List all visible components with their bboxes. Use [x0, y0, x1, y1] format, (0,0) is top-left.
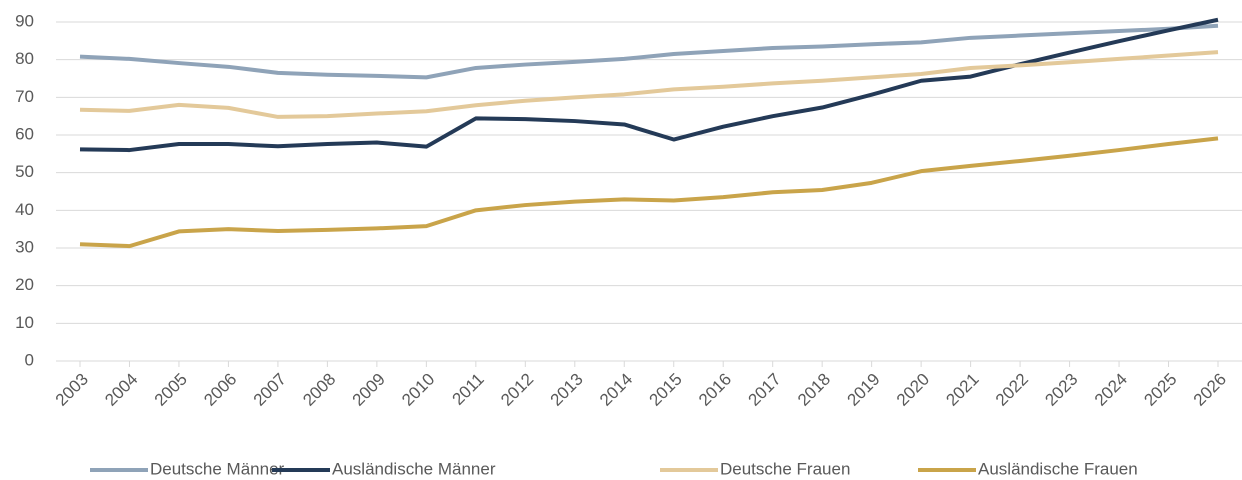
x-tick-label: 2026	[1190, 370, 1230, 410]
x-tick-label: 2021	[942, 370, 982, 410]
legend-label: Ausländische Männer	[332, 459, 496, 478]
x-tick-label: 2013	[547, 370, 587, 410]
y-tick-label: 90	[15, 11, 34, 30]
legend-label: Ausländische Frauen	[978, 459, 1138, 478]
y-tick-label: 20	[15, 275, 34, 294]
line-series	[79, 23, 1219, 80]
legend-label: Deutsche Männer	[150, 459, 285, 478]
x-tick-label: 2022	[992, 370, 1032, 410]
y-tick-label: 70	[15, 87, 34, 106]
x-tick-label: 2006	[200, 370, 240, 410]
line-series	[79, 50, 1219, 119]
x-tick-label: 2007	[250, 370, 290, 410]
x-tick-label: 2015	[646, 370, 686, 410]
x-tick-label: 2025	[1140, 370, 1180, 410]
x-tick-label: 2003	[52, 370, 92, 410]
line-series	[79, 17, 1219, 153]
x-tick-label: 2008	[299, 370, 339, 410]
y-tick-label: 30	[15, 237, 34, 256]
x-tick-label: 2014	[596, 370, 636, 410]
x-tick-label: 2004	[101, 370, 141, 410]
x-tick-label: 2011	[449, 370, 488, 409]
y-tick-label: 40	[15, 200, 34, 219]
y-tick-label: 50	[15, 162, 34, 181]
y-tick-label: 80	[15, 49, 34, 68]
x-tick-label: 2018	[794, 370, 834, 410]
y-tick-label: 60	[15, 124, 34, 143]
x-tick-label: 2010	[398, 370, 438, 410]
line-series	[79, 136, 1219, 249]
y-tick-label: 10	[15, 313, 34, 332]
x-tick-label: 2005	[151, 370, 191, 410]
x-tick-label: 2017	[745, 370, 785, 410]
x-tick-label: 2009	[349, 370, 389, 410]
y-tick-label: 0	[25, 350, 34, 369]
legend-label: Deutsche Frauen	[720, 459, 850, 478]
x-tick-label: 2019	[843, 370, 883, 410]
x-tick-label: 2012	[497, 370, 537, 410]
x-tick-label: 2016	[695, 370, 735, 410]
x-tick-label: 2020	[893, 370, 933, 410]
x-tick-label: 2024	[1091, 370, 1131, 410]
x-tick-label: 2023	[1041, 370, 1081, 410]
